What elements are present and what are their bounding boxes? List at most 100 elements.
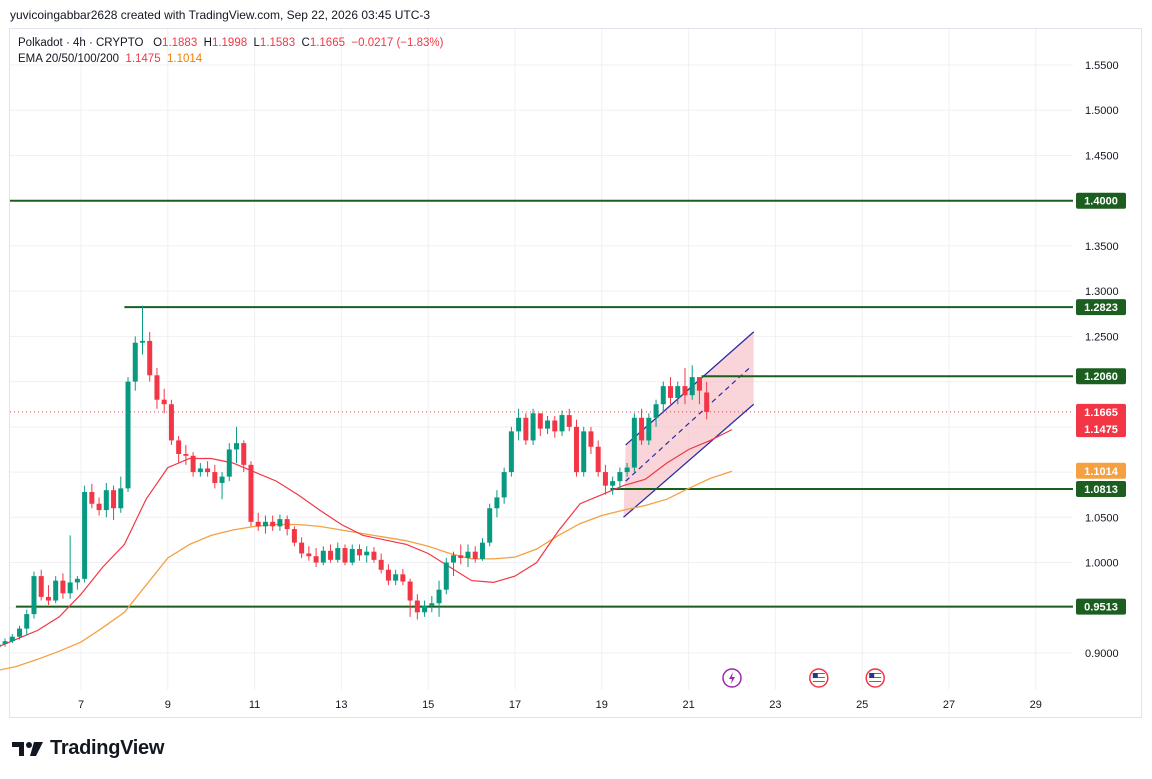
price-label-level: 0.9513 [1076, 598, 1126, 615]
time-axis-tick: 7 [78, 699, 84, 711]
candle [234, 426, 240, 464]
candle-body [320, 550, 326, 563]
price-label-box [1076, 480, 1126, 497]
price-label-box [1076, 598, 1126, 615]
candle [602, 464, 608, 495]
candle [183, 444, 189, 465]
price-label-ema_slow: 1.1014 [1076, 462, 1126, 479]
price-axis-tick: 1.2500 [1085, 331, 1119, 343]
flag-stripe [869, 675, 882, 676]
price-label-text: 1.0813 [1084, 484, 1118, 496]
legend-high-value: 1.1998 [211, 37, 248, 49]
price-axis-tick: 1.5500 [1085, 60, 1119, 72]
flag-stripe [812, 673, 825, 674]
price-axis-tick: 1.4500 [1085, 150, 1119, 162]
price-label-level: 1.2823 [1076, 299, 1126, 316]
candle-body [660, 386, 666, 405]
price-axis-tick: 1.3500 [1085, 241, 1119, 253]
candle-body [552, 420, 558, 432]
candle-body [111, 490, 117, 509]
candle-body [241, 443, 247, 465]
legend-close-value: 1.1665 [309, 37, 345, 49]
candle [624, 463, 630, 477]
candle-body [429, 603, 435, 606]
candle-body [704, 392, 710, 412]
candle-body [31, 576, 37, 615]
candle-body [646, 417, 652, 441]
candles [0, 305, 710, 648]
ema-fast-line [0, 429, 733, 647]
candle-body [38, 576, 44, 597]
tradingview-brand[interactable]: TradingView [12, 737, 164, 760]
candle-body [255, 521, 261, 527]
candle-body [118, 488, 124, 509]
candle-body [313, 556, 319, 563]
candle-body [284, 519, 290, 530]
price-axis-tick: 1.0000 [1085, 558, 1119, 570]
candle [472, 546, 478, 563]
price-axis-tick: 1.0500 [1085, 512, 1119, 524]
candle-body [89, 491, 95, 504]
price-label-text: 1.2060 [1084, 371, 1118, 383]
candle [45, 585, 51, 606]
candle [349, 544, 355, 566]
candle [675, 381, 681, 405]
candle-body [479, 542, 485, 559]
price-axis-tick: 1.5000 [1085, 105, 1119, 117]
candle-body [624, 467, 630, 473]
candle [60, 573, 66, 599]
legend-high-label: H [203, 37, 212, 49]
candle [552, 415, 558, 438]
candle [385, 564, 391, 586]
candle [24, 609, 30, 635]
legend-ohlc-row[interactable]: Polkadot · 4h · CRYPTO O1.1883 H1.1998 L… [18, 35, 443, 51]
candle-body [103, 490, 109, 511]
price-label-text: 0.9513 [1084, 602, 1118, 614]
candle-body [631, 417, 637, 468]
candle-body [183, 453, 189, 456]
candle [516, 408, 522, 441]
candle-body [465, 551, 471, 559]
candle [262, 515, 268, 534]
candle-body [299, 542, 305, 554]
ema-slow-line [0, 470, 733, 671]
candle [689, 365, 695, 400]
candle-body [516, 417, 522, 432]
time-axis-tick: 29 [1030, 699, 1042, 711]
candle [82, 485, 88, 583]
candle-body [400, 574, 406, 582]
flag-stripe [869, 679, 882, 680]
candle-body [595, 446, 601, 473]
price-label-text: 1.4000 [1084, 196, 1118, 208]
candle-body [617, 472, 623, 482]
candle [284, 515, 290, 536]
candle [660, 381, 666, 414]
candle-body [277, 519, 283, 527]
candle-body [668, 386, 674, 398]
chart-pane[interactable] [9, 28, 1142, 718]
candle [103, 482, 109, 518]
price-label-text: 1.1665 [1084, 407, 1118, 419]
candle-body [342, 548, 348, 563]
channel-mid-line [625, 367, 750, 482]
candle-body [234, 443, 240, 450]
price-label-level: 1.4000 [1076, 192, 1126, 209]
candle [458, 544, 464, 565]
flag-stripe [812, 675, 825, 676]
candle [465, 544, 471, 568]
candle [704, 381, 710, 420]
legend-ema-label[interactable]: EMA 20/50/100/200 [18, 53, 120, 65]
candle [407, 578, 413, 617]
candle-body [393, 574, 399, 581]
chart-credit: yuvicoingabbar2628 created with TradingV… [10, 8, 431, 22]
candle-body [154, 375, 160, 400]
legend-symbol[interactable]: Polkadot · 4h · CRYPTO [18, 37, 144, 49]
candle-body [689, 377, 695, 396]
legend-ema-row[interactable]: EMA 20/50/100/200 1.1475 1.1014 [18, 51, 443, 67]
candle [255, 512, 261, 531]
candle [479, 538, 485, 561]
candle [111, 485, 117, 521]
candle [451, 551, 457, 577]
candle-body [508, 431, 514, 473]
